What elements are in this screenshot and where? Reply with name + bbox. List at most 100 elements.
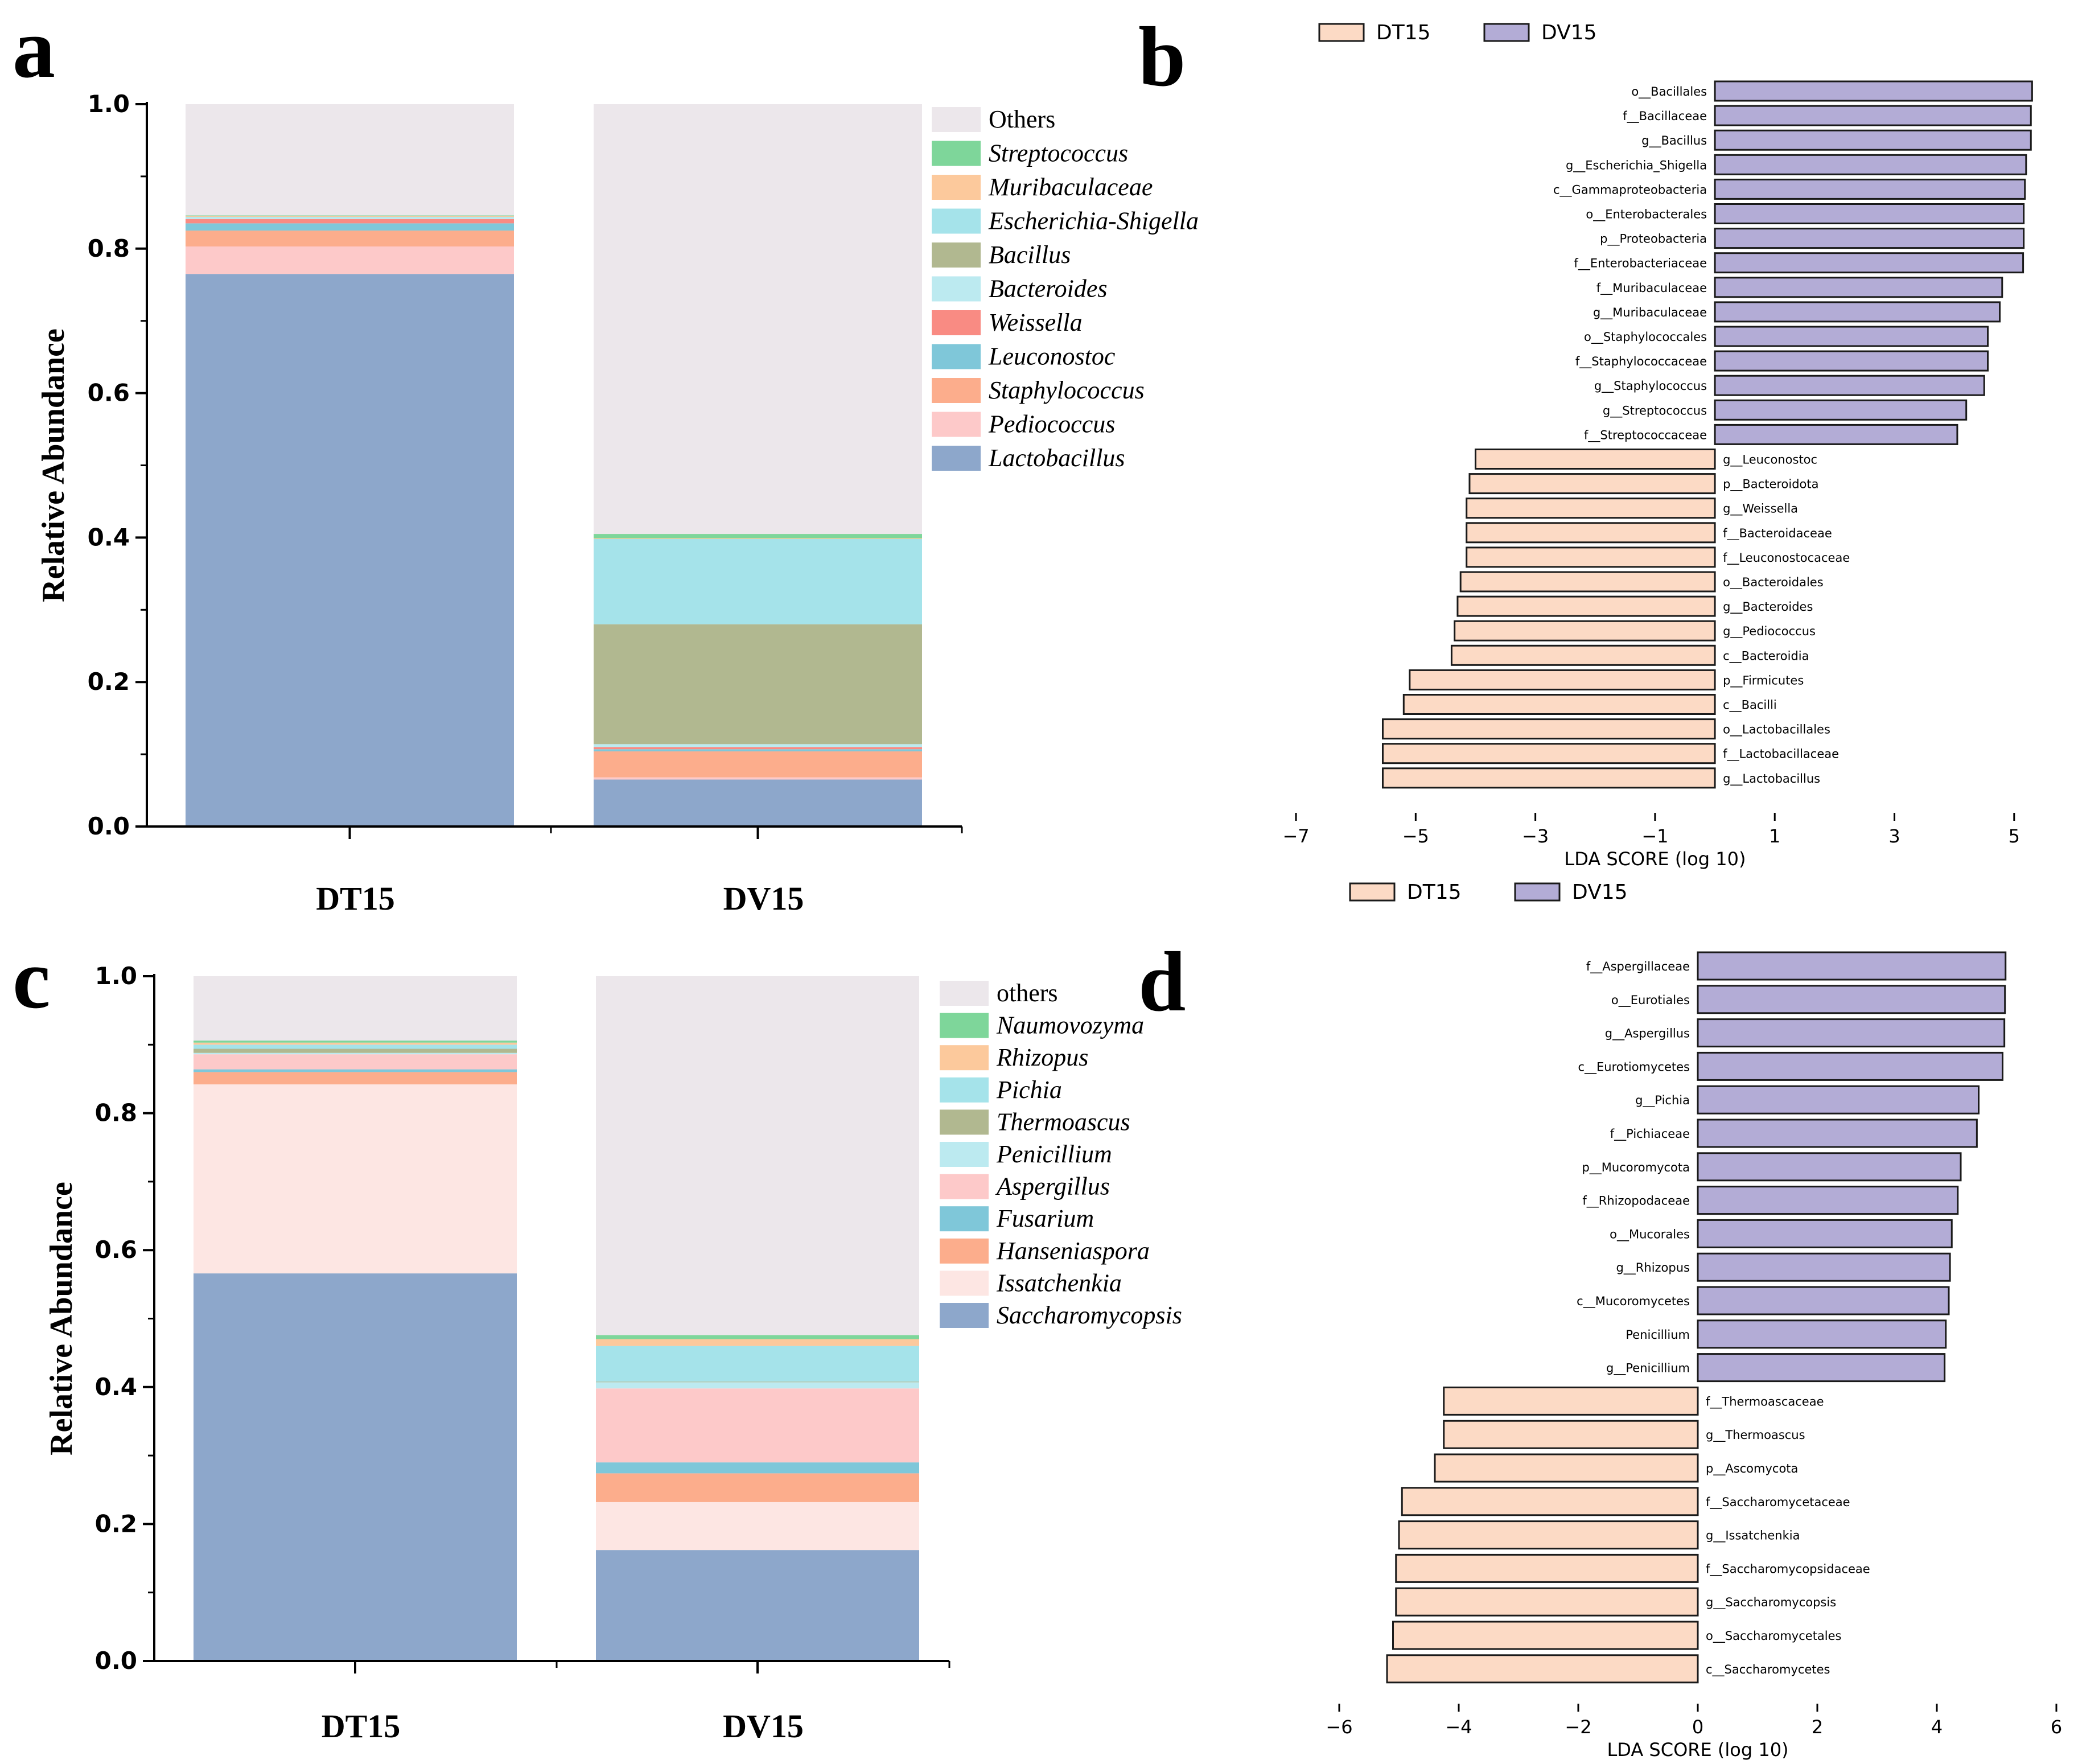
bar-segment-dv15-leuconostoc (594, 749, 922, 752)
bar-segment-dv15-staphylococcus (594, 751, 922, 778)
lda-bar-p-bacteroidota (1468, 473, 1716, 495)
lda-bar-g-rhizopus (1697, 1252, 1951, 1282)
lda-bar-g-issatchenkia (1398, 1520, 1699, 1550)
x-tick-label: 3 (1888, 825, 1900, 847)
x-tick-label: 5 (2009, 825, 2020, 847)
lda-bar-label-g-lactobacillus: g__Lactobacillus (1723, 772, 1820, 786)
x-category-label-dv15: DV15 (723, 1708, 804, 1745)
lda-bar-g-staphylococcus (1714, 375, 1985, 396)
lda-bar-label-g-saccharomycopsis: g__Saccharomycopsis (1706, 1596, 1836, 1610)
legend-label-issatchenkia: Issatchenkia (996, 1269, 1122, 1297)
legend-label-saccharomycopsis: Saccharomycopsis (997, 1301, 1182, 1329)
bar-segment-dt15-staphylococcus (186, 231, 514, 246)
lda-bar-label-g-penicillium: g__Penicillium (1606, 1362, 1690, 1376)
y-tick-label: 0.0 (95, 1647, 137, 1675)
legend-swatch-rhizopus (940, 1045, 989, 1071)
legend-label-pediococcus: Pediococcus (988, 410, 1115, 438)
lda-bar-label-f-thermoascaceae: f__Thermoascaceae (1706, 1395, 1824, 1409)
bar-segment-dt15-pediococcus (186, 246, 514, 274)
x-tick-label: −7 (1282, 825, 1309, 847)
bar-segment-dt15-lactobacillus (186, 274, 514, 827)
legend-label-staphylococcus: Staphylococcus (989, 376, 1145, 404)
lda-bar-o-bacteroidales (1459, 571, 1716, 593)
lda-bar-f-enterobacteriaceae (1714, 252, 2024, 274)
y-tick-label: 0.8 (88, 235, 130, 262)
lda-bar-g-lactobacillus (1381, 767, 1716, 789)
legend-swatch-hanseniaspora (940, 1238, 989, 1264)
bar-segment-dv15-rhizopus (596, 1339, 919, 1346)
x-tick-label: −1 (1641, 825, 1668, 847)
legend-swatch-others (932, 107, 981, 132)
legend-label-dv15: DV15 (1541, 21, 1597, 44)
lda-bar-f-lactobacillaceae (1381, 743, 1716, 764)
x-category-label-dv15: DV15 (723, 880, 804, 917)
lda-bar-o-bacillales (1714, 80, 2033, 102)
bar-segment-dv15-streptococcus (594, 534, 922, 538)
lda-bar-g-leuconostoc (1474, 449, 1716, 470)
lda-bar-p-proteobacteria (1714, 228, 2025, 249)
legend-swatch-others (940, 981, 989, 1006)
lda-bar-label-o-saccharomycetales: o__Saccharomycetales (1706, 1629, 1842, 1643)
lda-bar-label-p-firmicutes: p__Firmicutes (1723, 673, 1804, 688)
bar-segment-dv15-pichia (596, 1346, 919, 1382)
legend-swatch-dv15 (1514, 882, 1561, 902)
lda-bar-label-g-streptococcus: g__Streptococcus (1603, 404, 1707, 418)
lda-bar-label-g-rhizopus: g__Rhizopus (1616, 1261, 1690, 1275)
lda-bar-f-bacteroidaceae (1466, 522, 1716, 544)
x-tick-label: 2 (1812, 1716, 1823, 1738)
legend-label-bacteroides: Bacteroides (989, 275, 1108, 303)
lda-bar-p-ascomycota (1434, 1453, 1699, 1483)
lda-bar-o-saccharomycetales (1392, 1621, 1699, 1650)
lda-bar-label-g-bacillus: g__Bacillus (1641, 134, 1707, 148)
legend-label-others: Others (989, 105, 1055, 133)
lda-bar-label-g-bacteroides: g__Bacteroides (1723, 600, 1813, 614)
lda-bar-label-c-bacteroidia: c__Bacteroidia (1723, 649, 1809, 663)
lda-bar-label-f-streptococcaceae: f__Streptococcaceae (1584, 428, 1707, 442)
legend-label-pichia: Pichia (996, 1076, 1062, 1104)
lda-bar-f-saccharomycetaceae (1401, 1487, 1699, 1516)
bar-segment-dv15-bacillus (594, 624, 922, 745)
bar-segment-dt15-others (194, 976, 517, 1041)
lda-bar-c-mucoromycetes (1697, 1286, 1950, 1315)
legend-swatch-aspergillus (940, 1174, 989, 1199)
y-tick-label: 0.0 (88, 812, 130, 840)
lda-bar-label-o-mucorales: o__Mucorales (1610, 1227, 1690, 1241)
legend-label-leuconostoc: Leuconostoc (988, 343, 1116, 371)
lda-bar-f-rhizopodaceae (1697, 1186, 1959, 1215)
lda-bar-label-f-bacillaceae: f__Bacillaceae (1623, 109, 1707, 124)
lda-bar-label-penicillium: Penicillium (1626, 1328, 1690, 1342)
lda-bar-label-f-saccharomycopsidaceae: f__Saccharomycopsidaceae (1706, 1562, 1870, 1576)
legend-swatch-muribaculaceae (932, 175, 981, 200)
x-tick-label: −4 (1445, 1716, 1472, 1738)
lda-bar-label-p-proteobacteria: p__Proteobacteria (1600, 232, 1707, 246)
lda-bar-label-o-lactobacillales: o__Lactobacillales (1723, 723, 1830, 737)
legend-label-bacillus: Bacillus (989, 241, 1071, 269)
bar-segment-dv15-escherichia-shigella (594, 538, 922, 624)
bar-segment-dt15-bacteroides (186, 217, 514, 219)
lda-bar-label-p-ascomycota: p__Ascomycota (1706, 1462, 1798, 1476)
lda-bar-label-g-muribaculaceae: g__Muribaculaceae (1593, 306, 1707, 320)
lda-bar-g-bacteroides (1456, 595, 1716, 617)
y-tick-label: 0.2 (88, 668, 130, 696)
legend-label-rhizopus: Rhizopus (996, 1043, 1088, 1071)
x-tick-label: −3 (1522, 825, 1549, 847)
legend-label-weissella: Weissella (989, 309, 1083, 336)
lda-bar-label-f-leuconostocaceae: f__Leuconostocaceae (1723, 551, 1850, 565)
legend-swatch-dt15 (1318, 23, 1365, 42)
lda-bar-o-staphylococcales (1714, 326, 1989, 347)
bar-segment-dv15-weissella (594, 747, 922, 750)
legend-label-dt15: DT15 (1407, 881, 1462, 904)
bar-segment-dt15-others (186, 104, 514, 216)
bar-segment-dv15-others (596, 976, 919, 1335)
lda-bar-label-o-bacillales: o__Bacillales (1631, 85, 1707, 99)
lda-bar-f-staphylococcaceae (1714, 350, 1989, 372)
legend-swatch-staphylococcus (932, 378, 981, 403)
legend-swatch-dv15 (1483, 23, 1530, 42)
bar-segment-dt15-streptococcus (186, 215, 514, 216)
lda-bar-label-f-bacteroidaceae: f__Bacteroidaceae (1723, 527, 1832, 541)
legend-swatch-pichia (940, 1077, 989, 1103)
legend-label-dv15: DV15 (1572, 881, 1628, 904)
lda-bar-label-g-issatchenkia: g__Issatchenkia (1706, 1529, 1800, 1543)
bar-segment-dv15-bacteroides (594, 744, 922, 747)
